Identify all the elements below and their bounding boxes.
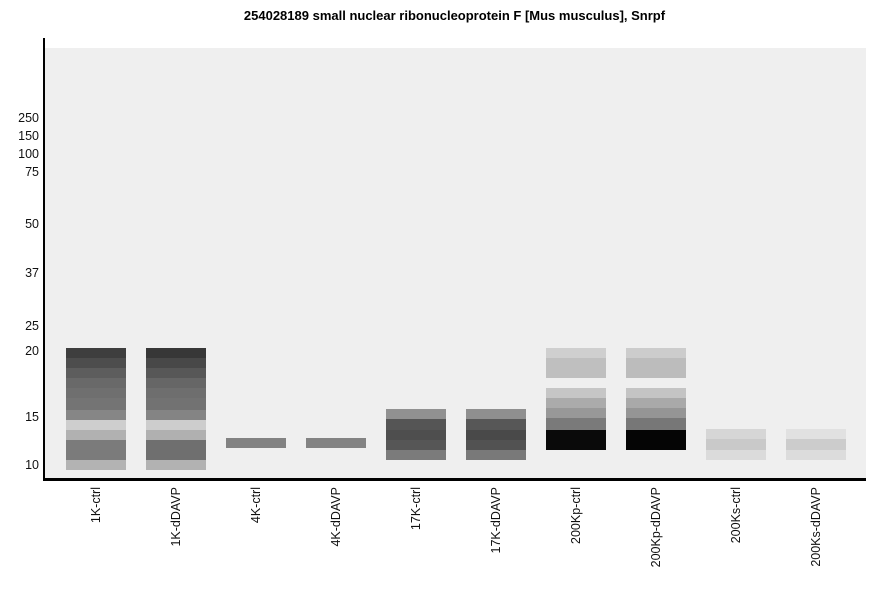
y-tick-label: 25: [25, 319, 39, 333]
gel-band: [626, 408, 686, 418]
lane-label: 1K-dDAVP: [169, 487, 183, 547]
gel-band: [786, 450, 846, 460]
gel-band: [146, 358, 206, 368]
gel-band: [66, 460, 126, 470]
gel-band: [66, 388, 126, 398]
gel-band: [786, 429, 846, 439]
y-tick-label: 20: [25, 344, 39, 358]
gel-band: [66, 398, 126, 410]
gel-band: [66, 430, 126, 440]
lane-label: 1K-ctrl: [89, 487, 103, 524]
gel-band: [226, 438, 286, 448]
lane-label: 17K-ctrl: [409, 487, 423, 531]
lane-label: 200Kp-ctrl: [569, 487, 583, 544]
y-tick-label: 50: [25, 217, 39, 231]
chart-title: 254028189 small nuclear ribonucleoprotei…: [243, 8, 666, 23]
gel-band: [66, 368, 126, 378]
gel-band: [466, 440, 526, 450]
gel-band: [546, 418, 606, 430]
gel-band: [466, 419, 526, 430]
lane-label: 4K-dDAVP: [329, 487, 343, 547]
gel-band: [146, 410, 206, 420]
gel-band: [146, 430, 206, 440]
gel-band: [146, 368, 206, 378]
gel-band: [626, 430, 686, 450]
gel-band: [386, 419, 446, 430]
gel-band: [66, 358, 126, 368]
gel-band: [306, 438, 366, 448]
gel-band: [706, 439, 766, 450]
gel-band: [386, 440, 446, 450]
lane-label: 200Kp-dDAVP: [649, 487, 663, 568]
y-tick-label: 75: [25, 165, 39, 179]
y-tick-label: 37: [25, 266, 39, 280]
gel-band: [146, 388, 206, 398]
lane-label: 200Ks-ctrl: [729, 487, 743, 544]
gel-band: [626, 418, 686, 430]
gel-band: [146, 440, 206, 460]
gel-band: [66, 440, 126, 460]
gel-band: [66, 420, 126, 430]
gel-band: [466, 430, 526, 440]
y-tick-label: 150: [18, 129, 39, 143]
y-axis-line: [43, 38, 45, 481]
gel-band: [546, 430, 606, 450]
gel-band: [466, 450, 526, 460]
lane-label: 4K-ctrl: [249, 487, 263, 524]
gel-band: [626, 388, 686, 398]
gel-band: [146, 348, 206, 358]
gel-band: [626, 358, 686, 378]
gel-band: [146, 378, 206, 388]
gel-band: [66, 410, 126, 420]
gel-band: [546, 358, 606, 378]
lane-label: 17K-dDAVP: [489, 487, 503, 554]
y-tick-label: 250: [18, 111, 39, 125]
gel-band: [626, 398, 686, 408]
gel-band: [386, 409, 446, 419]
gel-band: [546, 408, 606, 418]
gel-band: [626, 348, 686, 358]
gel-band: [706, 450, 766, 460]
gel-band: [546, 388, 606, 398]
y-tick-label: 100: [18, 147, 39, 161]
gel-band: [706, 429, 766, 439]
gel-band: [66, 378, 126, 388]
x-axis-line: [43, 478, 866, 481]
gel-band: [146, 460, 206, 470]
gel-band: [66, 348, 126, 358]
gel-band: [386, 450, 446, 460]
gel-band: [786, 439, 846, 450]
y-tick-label: 15: [25, 410, 39, 424]
lane-label: 200Ks-dDAVP: [809, 487, 823, 567]
gel-band: [466, 409, 526, 419]
gel-band: [146, 420, 206, 430]
gel-band: [386, 430, 446, 440]
gel-band: [146, 398, 206, 410]
gel-band: [546, 398, 606, 408]
gel-band: [546, 348, 606, 358]
y-tick-label: 10: [25, 458, 39, 472]
